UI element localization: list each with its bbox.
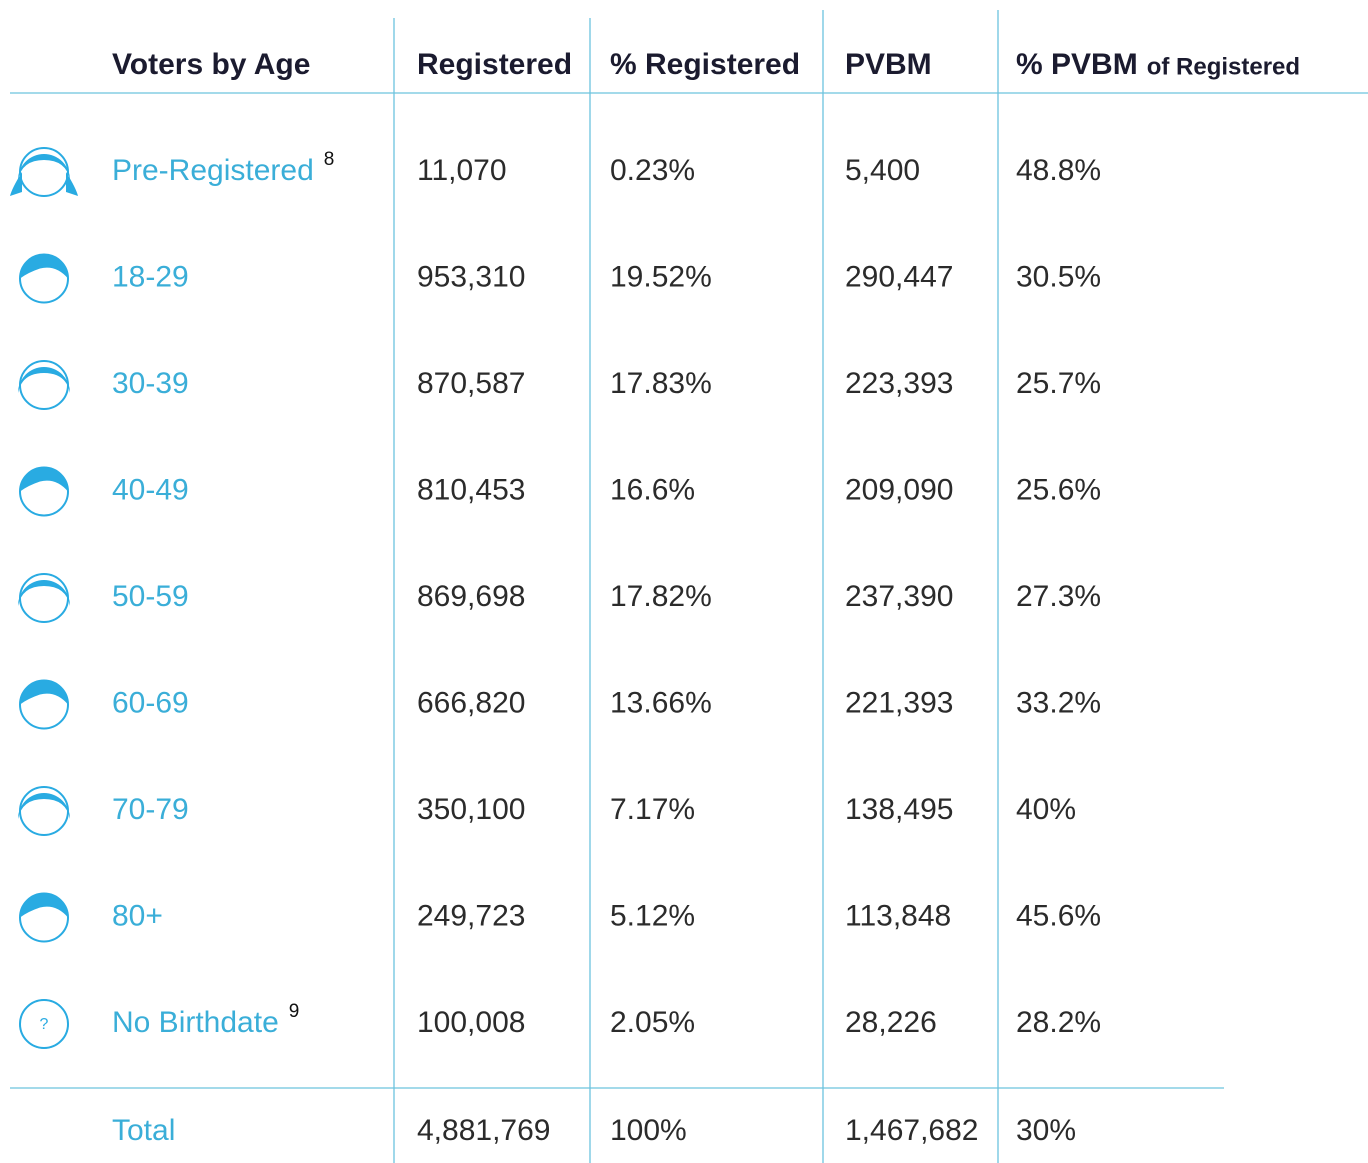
cell-value: 7.17%	[610, 793, 695, 826]
hair-icon	[18, 580, 70, 606]
cell-value: 11,070	[417, 154, 507, 187]
cell-value: 5.12%	[610, 899, 695, 932]
row-label: No Birthdate	[112, 1006, 279, 1039]
row-label: Pre-Registered	[112, 154, 314, 187]
cell-value: 40%	[1016, 793, 1076, 826]
cell-value: 666,820	[417, 686, 525, 719]
cell-value: 237,390	[845, 580, 953, 613]
row-label: 60-69	[112, 686, 189, 719]
cell-value: 16.6%	[610, 473, 695, 506]
hair-icon	[10, 172, 22, 196]
hair-icon	[20, 893, 68, 918]
cell-value: 28.2%	[1016, 1006, 1101, 1039]
cell-value: 30.5%	[1016, 260, 1101, 293]
hair-icon	[20, 680, 68, 705]
cell-value: 113,848	[845, 899, 951, 932]
cell-value: 100,008	[417, 1006, 525, 1039]
cell-value: 138,495	[845, 793, 953, 826]
cell-value: 13.66%	[610, 686, 712, 719]
row-label: 18-29	[112, 260, 189, 293]
cell-value: 19.52%	[610, 260, 712, 293]
hair-icon	[66, 172, 78, 196]
row-label: Total	[112, 1114, 175, 1147]
cell-value: 221,393	[845, 686, 953, 719]
cell-value: 0.23%	[610, 154, 695, 187]
column-header-sub: of Registered	[1147, 53, 1300, 80]
cell-value: 869,698	[417, 580, 525, 613]
hair-icon	[18, 367, 70, 393]
cell-value: 4,881,769	[417, 1114, 550, 1147]
cell-value: 28,226	[845, 1006, 937, 1039]
row-label: 30-39	[112, 367, 189, 400]
cell-value: 17.82%	[610, 580, 712, 613]
face-icon	[19, 999, 69, 1049]
hair-icon	[20, 467, 68, 492]
footnote-ref: 8	[324, 149, 335, 170]
column-header: % PVBM	[1016, 48, 1138, 81]
cell-value: 100%	[610, 1114, 687, 1147]
cell-value: 209,090	[845, 473, 953, 506]
cell-value: 25.6%	[1016, 473, 1101, 506]
cell-value: 48.8%	[1016, 154, 1101, 187]
cell-value: 810,453	[417, 473, 525, 506]
column-header: PVBM	[845, 48, 932, 81]
cell-value: 27.3%	[1016, 580, 1101, 613]
cell-value: 25.7%	[1016, 367, 1101, 400]
cell-value: 33.2%	[1016, 686, 1101, 719]
row-label: 70-79	[112, 793, 189, 826]
cell-value: 249,723	[417, 899, 525, 932]
hair-icon	[18, 793, 70, 819]
row-label: 50-59	[112, 580, 189, 613]
cell-value: 870,587	[417, 367, 525, 400]
icon-text: ?	[40, 1016, 49, 1033]
row-label: 40-49	[112, 473, 189, 506]
cell-value: 223,393	[845, 367, 953, 400]
cell-value: 953,310	[417, 260, 525, 293]
cell-value: 350,100	[417, 793, 525, 826]
cell-value: 290,447	[845, 260, 953, 293]
cell-value: 17.83%	[610, 367, 712, 400]
cell-value: 5,400	[845, 154, 920, 187]
hair-icon	[20, 254, 68, 279]
hair-icon	[18, 154, 70, 180]
column-header: Registered	[417, 48, 572, 81]
cell-value: 30%	[1016, 1114, 1076, 1147]
column-header: % Registered	[610, 48, 800, 81]
cell-value: 45.6%	[1016, 899, 1101, 932]
column-header: Voters by Age	[112, 48, 310, 81]
row-label: 80+	[112, 899, 163, 932]
cell-value: 2.05%	[610, 1006, 695, 1039]
cell-value: 1,467,682	[845, 1114, 978, 1147]
footnote-ref: 9	[289, 1001, 300, 1022]
